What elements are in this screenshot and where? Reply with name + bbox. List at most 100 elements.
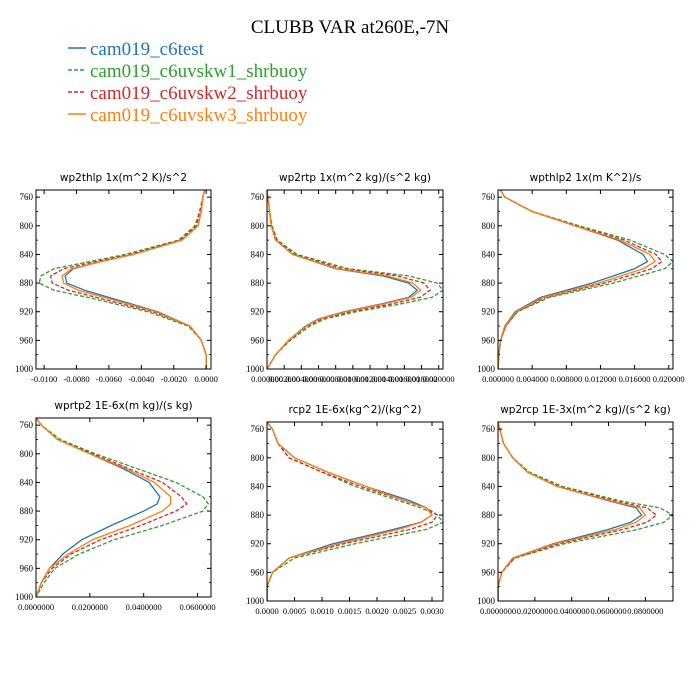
y-tick-label: 840 — [482, 481, 496, 491]
x-tick-label: 0.0000 — [255, 606, 278, 616]
series-line-3 — [49, 190, 207, 369]
y-tick-label: 960 — [251, 335, 265, 345]
series-line-4 — [36, 418, 172, 597]
series-line-4 — [498, 422, 647, 601]
y-tick-label: 880 — [251, 510, 265, 520]
y-tick-label: 1000 — [15, 364, 34, 374]
x-tick-label: 0.0005 — [283, 606, 306, 616]
x-tick-label: 0.010000 — [337, 374, 369, 384]
y-tick-label: 760 — [482, 424, 496, 434]
legend-label-1: cam019_c6uvskw1_shrbuoy — [90, 61, 308, 82]
series-line-1 — [36, 418, 161, 597]
series-line-3 — [498, 190, 663, 369]
y-tick-label: 1000 — [477, 364, 496, 374]
panel-title: wp2rcp 1E-3x(m^2 kg)/(s^2 kg) — [500, 404, 671, 416]
series-line-3 — [267, 422, 439, 601]
x-tick-label: 0.0010 — [310, 606, 333, 616]
y-tick-label: 880 — [251, 278, 265, 288]
x-tick-label: 0.006000 — [303, 374, 335, 384]
x-tick-label: 0.0020 — [365, 606, 388, 616]
x-tick-label: 0.0600000 — [179, 602, 215, 612]
y-tick-label: 880 — [20, 506, 34, 516]
legend-label-0: cam019_c6test — [90, 39, 205, 60]
x-tick-label: 0.0030 — [420, 606, 443, 616]
y-tick-label: 920 — [482, 307, 496, 317]
series-line-3 — [36, 418, 188, 597]
legend: cam019_c6test cam019_c6uvskw1_shrbuoy ca… — [68, 39, 308, 126]
series-line-1 — [267, 422, 433, 601]
x-tick-label: 0.002000 — [268, 374, 300, 384]
x-tick-label: 0.0000000 — [480, 606, 516, 616]
y-tick-label: 800 — [20, 449, 34, 459]
panel-wp2thlp: wp2thlp 1x(m^2 K)/s^2 760 800 840 880 920 960 1… — [15, 172, 218, 384]
x-tick-label: 0.000000 — [482, 374, 514, 384]
y-tick-label: 760 — [20, 420, 34, 430]
y-tick-label: 800 — [251, 453, 265, 463]
x-tick-label: 0.016000 — [388, 374, 420, 384]
series-line-2 — [36, 418, 210, 597]
series-line-4 — [267, 422, 433, 601]
y-tick-label: 1000 — [246, 364, 265, 374]
y-tick-label: 800 — [482, 453, 496, 463]
y-tick-label: 960 — [482, 567, 496, 577]
legend-label-2: cam019_c6uvskw2_shrbuoy — [90, 83, 308, 104]
plot-frame — [35, 189, 212, 370]
legend-item: cam019_c6test — [68, 39, 205, 60]
series-line-1 — [64, 190, 207, 369]
series-line-2 — [38, 190, 207, 369]
panel-title: wp2rtp 1x(m^2 kg)/(s^2 kg) — [279, 172, 431, 184]
panel-wp2rtp: wp2rtp 1x(m^2 kg)/(s^2 kg) 760 800 840 880 92… — [246, 172, 455, 384]
y-tick-label: 840 — [482, 249, 496, 259]
x-tick-label: 0.020000 — [653, 374, 685, 384]
series-line-2 — [267, 190, 443, 369]
y-tick-label: 760 — [251, 192, 265, 202]
y-tick-label: 960 — [482, 335, 496, 345]
x-tick-label: 0.0600000 — [590, 606, 626, 616]
y-tick-label: 920 — [251, 539, 265, 549]
series-line-3 — [498, 422, 658, 601]
x-tick-label: 0.0000 — [194, 374, 217, 384]
y-tick-label: 800 — [482, 221, 496, 231]
series-line-4 — [498, 190, 657, 369]
x-tick-label: 0.0800000 — [627, 606, 663, 616]
figure-title: CLUBB VAR at260E,-7N — [251, 17, 450, 38]
plot-frame — [266, 189, 444, 370]
x-tick-label: 0.0400000 — [126, 602, 162, 612]
y-tick-label: 760 — [20, 192, 34, 202]
panel-rcp2: rcp2 1E-6x(kg^2)/(kg^2) 760 800 840 880 920 96… — [246, 404, 444, 616]
panel-wprtp2: wprtp2 1E-6x(m kg)/(s kg) 760 800 840 880 920… — [15, 400, 216, 612]
y-tick-label: 880 — [482, 510, 496, 520]
series-line-2 — [498, 422, 673, 601]
y-tick-label: 840 — [251, 481, 265, 491]
series-line-4 — [267, 190, 422, 369]
y-tick-label: 920 — [20, 535, 34, 545]
y-tick-label: 760 — [482, 192, 496, 202]
x-tick-label: 0.012000 — [354, 374, 386, 384]
x-tick-label: -0.0020 — [161, 374, 187, 384]
series-line-1 — [498, 422, 643, 601]
panel-title: wpthlp2 1x(m K^2)/s — [530, 172, 642, 184]
y-tick-label: 1000 — [246, 596, 265, 606]
y-tick-label: 920 — [482, 539, 496, 549]
x-tick-label: 0.0200000 — [72, 602, 108, 612]
x-tick-label: 0.008000 — [550, 374, 582, 384]
panel-wpthlp2: wpthlp2 1x(m K^2)/s 760 800 840 880 920 960 100… — [477, 172, 685, 384]
plot-frame — [266, 421, 444, 602]
y-tick-label: 960 — [20, 335, 34, 345]
x-tick-label: -0.0080 — [63, 374, 89, 384]
x-tick-label: 0.004000 — [285, 374, 317, 384]
x-tick-label: 0.0025 — [393, 606, 416, 616]
y-tick-label: 840 — [251, 249, 265, 259]
x-tick-label: 0.012000 — [585, 374, 617, 384]
y-tick-label: 840 — [20, 477, 34, 487]
y-tick-label: 880 — [20, 278, 34, 288]
x-tick-label: 0.008000 — [320, 374, 352, 384]
x-tick-label: 0.0400000 — [554, 606, 590, 616]
y-tick-label: 840 — [20, 249, 34, 259]
legend-item: cam019_c6uvskw3_shrbuoy — [68, 105, 308, 126]
y-tick-label: 760 — [251, 424, 265, 434]
x-tick-label: -0.0100 — [31, 374, 57, 384]
y-tick-label: 960 — [20, 563, 34, 573]
x-tick-label: 0.0015 — [338, 606, 361, 616]
